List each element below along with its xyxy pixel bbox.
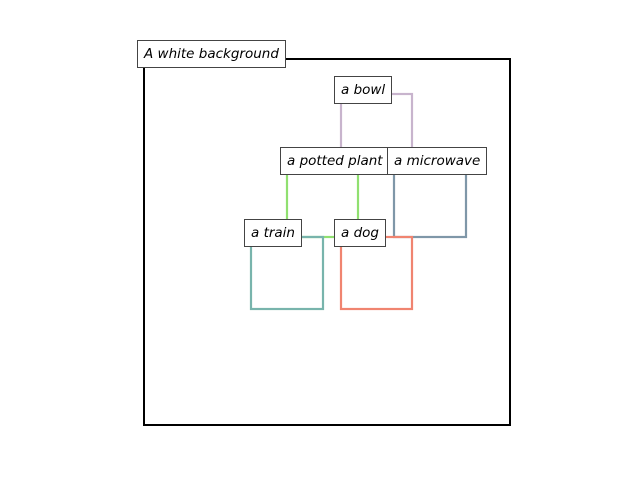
dog-label: a dog [334,219,386,247]
dog-box [339,235,414,311]
bowl-label: a bowl [334,76,393,104]
microwave-label: a microwave [387,147,488,175]
train-label: a train [244,219,302,247]
train-box [249,235,325,311]
background-frame [143,58,511,426]
microwave-box [392,164,468,239]
background-label: A white background [137,40,286,68]
potted-plant-label: a potted plant [280,147,390,175]
